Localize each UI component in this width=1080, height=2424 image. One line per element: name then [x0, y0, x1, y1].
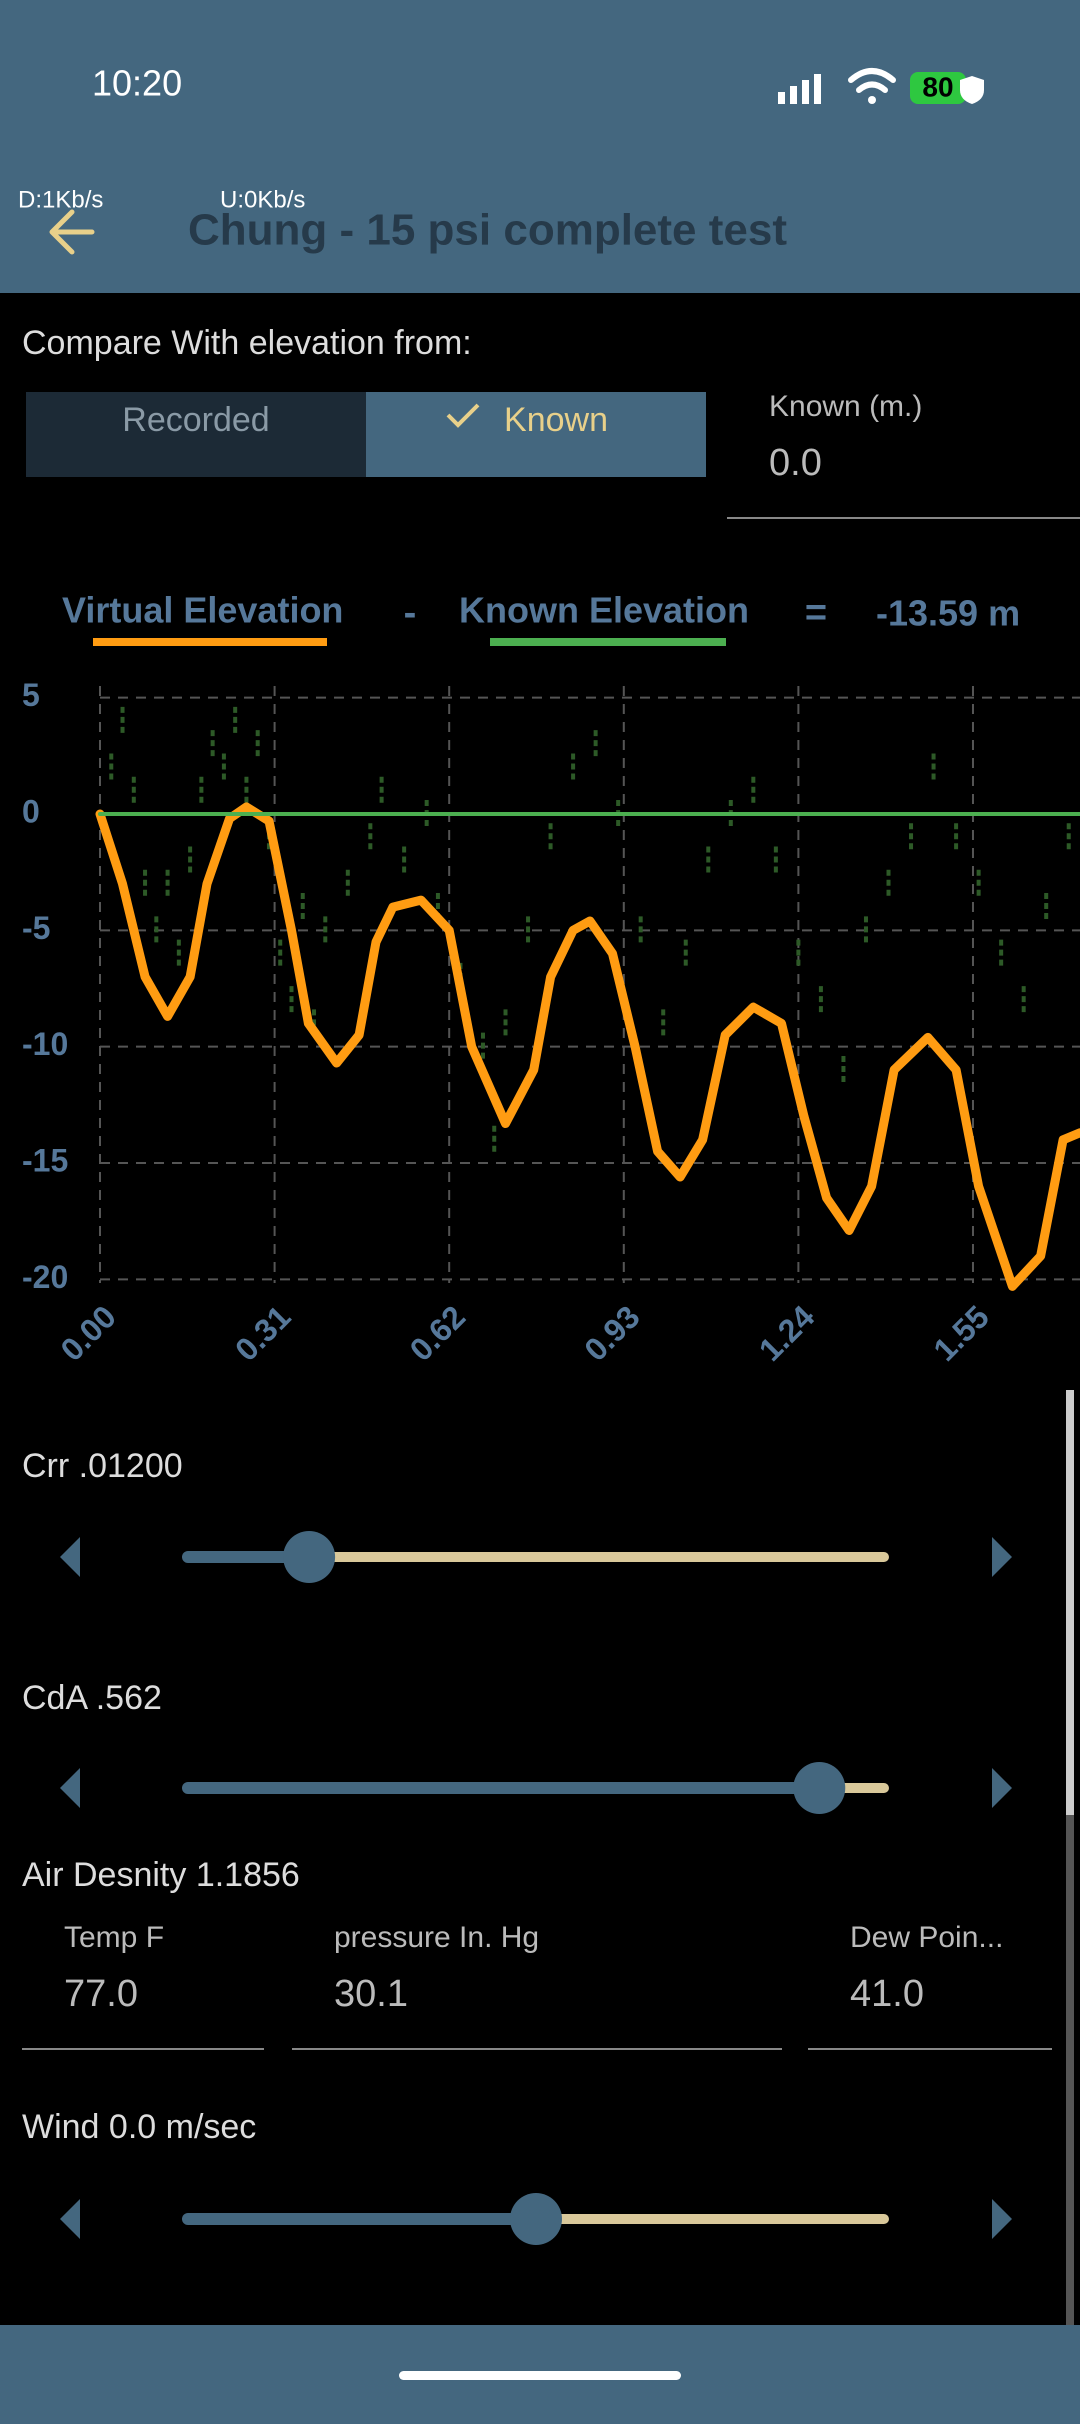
y-tick-label: -10	[22, 1026, 68, 1062]
legend-swatch	[490, 638, 726, 646]
y-tick-label: -20	[22, 1259, 68, 1295]
field-label: Dew Poin...	[850, 1921, 1003, 1954]
page-title: Chung - 15 psi complete test	[188, 206, 787, 255]
slider-label: CdA .562	[22, 1679, 162, 1717]
field-value[interactable]: 30.1	[334, 1973, 408, 2015]
scrollbar-thumb[interactable]	[1066, 1390, 1074, 1815]
controls: Crr .01200 CdA .562 Air Desnity 1.1856 Temp…	[22, 1447, 1052, 2245]
y-tick-label: 5	[22, 677, 40, 713]
segment-label: Recorded	[122, 401, 269, 439]
air-density-label: Air Desnity 1.1856	[22, 1856, 300, 1894]
slider-thumb[interactable]	[793, 1762, 846, 1814]
legend-operator: -	[404, 592, 417, 634]
compare-label: Compare With elevation from:	[22, 324, 472, 362]
decrement-arrow[interactable]	[60, 1537, 80, 1577]
legend-label: Virtual Elevation	[62, 590, 343, 631]
download-speed: D:1Kb/s	[18, 186, 103, 213]
increment-arrow[interactable]	[992, 1537, 1012, 1577]
series-line	[95, 802, 1080, 1291]
slider-label: Wind 0.0 m/sec	[22, 2108, 256, 2146]
field-label: pressure In. Hg	[334, 1921, 539, 1954]
wifi-icon	[848, 68, 896, 104]
shield-icon	[960, 76, 984, 104]
segment[interactable]	[26, 392, 366, 477]
app-bar	[0, 0, 1080, 293]
signal-icon	[778, 74, 821, 104]
difference-value: -13.59 m	[876, 593, 1020, 634]
upload-speed: U:0Kb/s	[220, 186, 305, 213]
increment-arrow[interactable]	[992, 2199, 1012, 2239]
known-value[interactable]: 0.0	[769, 442, 822, 484]
status-time: 10:20	[92, 63, 182, 104]
legend-operator: =	[805, 592, 827, 634]
increment-arrow[interactable]	[992, 1768, 1012, 1808]
decrement-arrow[interactable]	[60, 2199, 80, 2239]
back-button[interactable]	[49, 209, 95, 255]
known-label: Known (m.)	[769, 390, 922, 423]
legend-label: Known Elevation	[459, 590, 749, 631]
segmented-control: Recorded Known	[26, 392, 706, 477]
slider-thumb[interactable]	[510, 2193, 562, 2245]
battery-level: 80	[922, 71, 953, 102]
field-value[interactable]: 41.0	[850, 1973, 924, 2015]
slider-label: Crr .01200	[22, 1447, 183, 1485]
decrement-arrow[interactable]	[60, 1768, 80, 1808]
legend-swatch	[93, 638, 327, 646]
field-label: Temp F	[64, 1921, 164, 1954]
scrollbar-track	[1066, 1390, 1074, 2325]
y-tick-label: -5	[22, 910, 50, 946]
field-value[interactable]: 77.0	[64, 1973, 138, 2015]
check-icon	[446, 403, 480, 428]
segment[interactable]	[366, 392, 706, 477]
y-tick-label: 0	[22, 793, 40, 829]
y-tick-label: -15	[22, 1142, 68, 1178]
battery-icon	[910, 72, 966, 104]
home-indicator[interactable]	[399, 2371, 681, 2380]
slider-thumb[interactable]	[283, 1531, 336, 1583]
segment-label: Known	[504, 401, 608, 439]
